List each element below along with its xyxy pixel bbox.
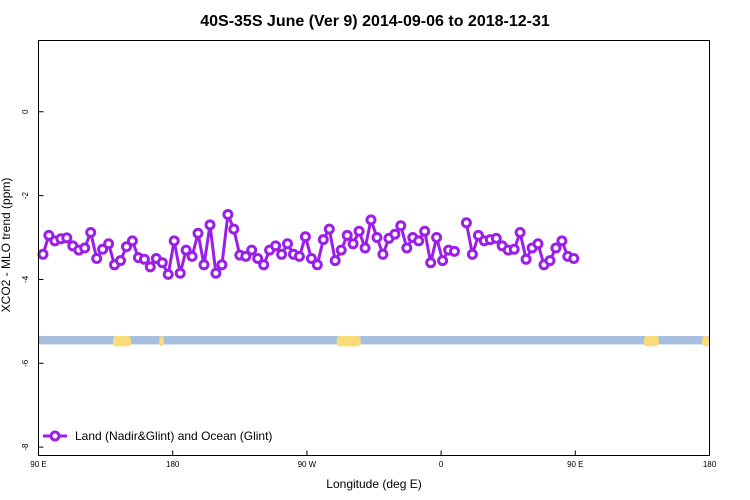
- legend-marker-swatch: [49, 430, 61, 442]
- data-point: [347, 238, 359, 250]
- land-patch: [643, 336, 659, 347]
- x-tick-label: 90 W: [298, 460, 317, 469]
- data-point: [419, 225, 431, 237]
- data-point: [490, 232, 502, 244]
- land-patch: [336, 336, 361, 347]
- data-point: [293, 250, 305, 262]
- data-point: [550, 242, 562, 254]
- data-point: [437, 255, 449, 267]
- data-point: [544, 255, 556, 267]
- data-point: [180, 244, 192, 256]
- land-patch: [702, 336, 710, 347]
- data-point: [192, 227, 204, 239]
- data-point: [365, 214, 377, 226]
- data-point: [85, 227, 97, 238]
- data-point: [449, 245, 460, 257]
- data-point: [520, 253, 532, 265]
- data-point: [228, 223, 240, 235]
- data-point: [389, 228, 401, 240]
- y-tick-label: -8: [21, 443, 30, 451]
- data-point: [198, 259, 210, 271]
- data-point: [532, 238, 544, 250]
- data-point: [401, 242, 413, 254]
- data-point: [508, 243, 520, 255]
- data-point: [258, 259, 270, 271]
- land-patch: [159, 336, 164, 347]
- data-point: [246, 244, 258, 256]
- y-tick-label: 0: [21, 109, 30, 114]
- chart-title: 40S-35S June (Ver 9) 2014-09-06 to 2018-…: [200, 13, 550, 30]
- data-point: [222, 209, 234, 220]
- map-strip: [38, 336, 710, 347]
- data-point: [174, 267, 186, 279]
- plot-frame: [38, 40, 710, 456]
- data-point: [317, 234, 329, 246]
- data-point: [413, 235, 425, 247]
- data-point: [431, 232, 443, 243]
- data-point: [305, 253, 317, 264]
- data-point: [61, 232, 73, 244]
- data-point: [270, 240, 282, 252]
- y-tick-label: -2: [21, 191, 30, 199]
- data-point: [162, 268, 174, 280]
- data-point: [425, 257, 437, 269]
- y-tick-label: -6: [21, 359, 30, 367]
- data-point: [371, 232, 383, 243]
- data-point: [299, 231, 311, 243]
- data-point: [37, 248, 49, 260]
- data-point: [323, 223, 335, 235]
- data-point: [276, 248, 288, 260]
- data-point: [186, 250, 198, 262]
- data-point: [377, 248, 389, 260]
- x-tick-label: 180: [166, 460, 180, 469]
- data-point: [568, 253, 580, 264]
- data-point: [329, 255, 341, 267]
- y-axis: 0 -2 -4 -6 -8: [21, 109, 44, 451]
- data-point: [216, 259, 228, 271]
- data-point: [282, 238, 293, 250]
- data-point: [466, 248, 478, 260]
- data-point: [252, 253, 264, 264]
- x-tick-label: 90 E: [567, 460, 583, 469]
- data-point: [156, 257, 168, 269]
- x-axis: 90 E 180 90 W 0 90 E 180: [30, 450, 717, 469]
- data-point: [341, 229, 353, 241]
- data-point: [138, 253, 150, 265]
- legend: Land (Nadir&Glint) and Ocean (Glint): [43, 429, 272, 443]
- ocean-band: [38, 336, 710, 345]
- data-point: [144, 261, 156, 273]
- x-tick-label: 0: [439, 460, 444, 469]
- x-tick-label: 180: [703, 460, 717, 469]
- data-point: [556, 235, 568, 247]
- data-point: [514, 227, 526, 238]
- data-point: [204, 219, 216, 231]
- x-tick-label: 90 E: [30, 460, 46, 469]
- data-point: [311, 259, 323, 271]
- data-point: [79, 242, 91, 254]
- data-point: [115, 255, 126, 267]
- y-tick-label: -4: [21, 275, 30, 283]
- data-point: [168, 235, 180, 247]
- data-point: [91, 253, 103, 264]
- x-axis-title: Longitude (deg E): [326, 477, 421, 491]
- data-point: [395, 220, 407, 232]
- legend-label: Land (Nadir&Glint) and Ocean (Glint): [75, 429, 272, 443]
- data-point: [335, 244, 347, 256]
- data-point: [240, 250, 252, 262]
- data-point: [359, 242, 371, 254]
- data-point: [126, 235, 138, 247]
- y-axis-title: XCO2 - MLO trend (ppm): [0, 178, 13, 313]
- data-point: [103, 238, 115, 250]
- data-point: [210, 267, 222, 279]
- data-point: [460, 217, 472, 229]
- land-patch: [113, 336, 131, 347]
- data-point: [353, 225, 365, 237]
